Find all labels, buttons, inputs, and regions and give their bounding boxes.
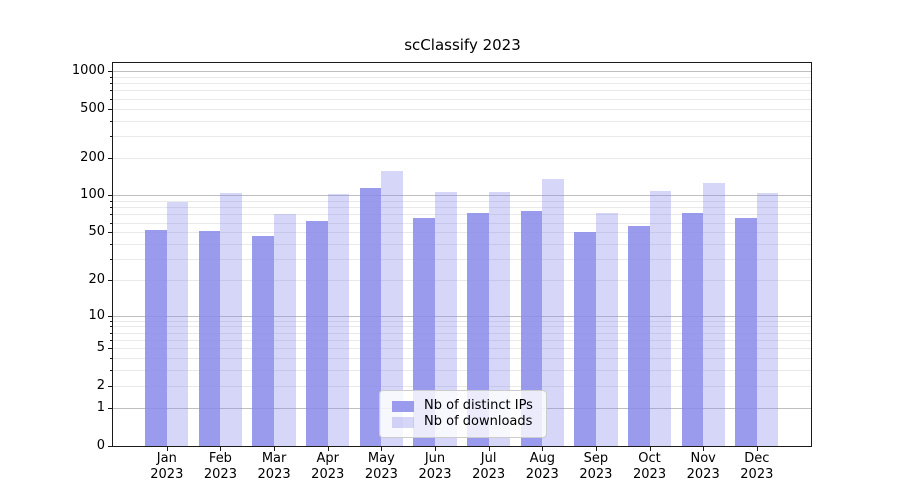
spine-bottom xyxy=(112,446,812,447)
y-tick-label: 5 xyxy=(96,340,105,356)
legend-label-distinct-ips: Nb of distinct IPs xyxy=(424,398,533,413)
x-tick-label-may: May 2023 xyxy=(364,451,398,482)
bar-ips-aug xyxy=(520,210,543,446)
x-tick-label-sep: Sep 2023 xyxy=(579,451,613,482)
legend-item-distinct-ips: Nb of distinct IPs xyxy=(392,398,538,414)
y-tick-label: 100 xyxy=(80,187,105,203)
legend-label-downloads: Nb of downloads xyxy=(424,414,533,429)
bar-downloads-apr xyxy=(327,194,350,446)
y-tick-label: 0 xyxy=(96,437,105,453)
bar-downloads-jun xyxy=(435,192,457,446)
x-tick-label-jun: Jun 2023 xyxy=(418,451,452,482)
spine-left xyxy=(112,62,113,447)
bar-ips-jun xyxy=(413,217,435,446)
x-tick-label-oct: Oct 2023 xyxy=(633,451,667,482)
y-tick-label: 1 xyxy=(96,399,105,415)
y-tick-label: 2 xyxy=(96,377,105,393)
y-tick-label: 10 xyxy=(88,307,105,323)
x-tick-label-mar: Mar 2023 xyxy=(257,451,291,482)
y-tick-label: 20 xyxy=(88,272,105,288)
x-tick-label-aug: Aug 2023 xyxy=(525,451,559,482)
bar-ips-may xyxy=(359,188,382,446)
bar-ips-apr xyxy=(306,220,328,446)
legend-item-downloads: Nb of downloads xyxy=(392,414,538,430)
x-tick-label-jul: Jul 2023 xyxy=(472,451,506,482)
bar-ips-oct xyxy=(627,226,650,446)
bar-ips-mar xyxy=(252,235,275,446)
x-tick-label-dec: Dec 2023 xyxy=(740,451,774,482)
y-tick-label: 1000 xyxy=(71,63,105,79)
x-tick-label-apr: Apr 2023 xyxy=(311,451,345,482)
bar-downloads-jan xyxy=(166,201,189,446)
y-tick-label: 50 xyxy=(88,224,105,240)
bar-downloads-mar xyxy=(274,214,296,446)
bar-ips-feb xyxy=(198,231,221,446)
bar-downloads-sep xyxy=(595,212,618,446)
y-tick-label: 200 xyxy=(80,150,105,166)
y-tick-label: 500 xyxy=(80,100,105,116)
bar-downloads-nov xyxy=(703,182,725,446)
bar-ips-jan xyxy=(145,230,167,446)
bar-downloads-feb xyxy=(220,192,243,446)
x-tick-label-nov: Nov 2023 xyxy=(686,451,720,482)
spine-right xyxy=(811,62,812,447)
bar-ips-dec xyxy=(735,217,757,446)
bar-downloads-aug xyxy=(542,179,564,446)
bar-downloads-dec xyxy=(756,193,779,446)
legend-swatch-distinct-ips xyxy=(392,400,414,412)
bar-ips-jul xyxy=(467,212,489,446)
spine-top xyxy=(112,62,812,63)
legend-swatch-downloads xyxy=(392,416,414,428)
bar-downloads-oct xyxy=(649,191,672,446)
x-tick-label-jan: Jan 2023 xyxy=(150,451,184,482)
x-tick-label-feb: Feb 2023 xyxy=(203,451,237,482)
bar-downloads-may xyxy=(381,171,403,446)
bar-downloads-jul xyxy=(488,191,511,446)
bar-ips-nov xyxy=(681,212,704,446)
chart-title: scClassify 2023 xyxy=(404,36,521,54)
legend: Nb of distinct IPs Nb of downloads xyxy=(379,390,547,438)
bar-ips-sep xyxy=(574,232,596,446)
